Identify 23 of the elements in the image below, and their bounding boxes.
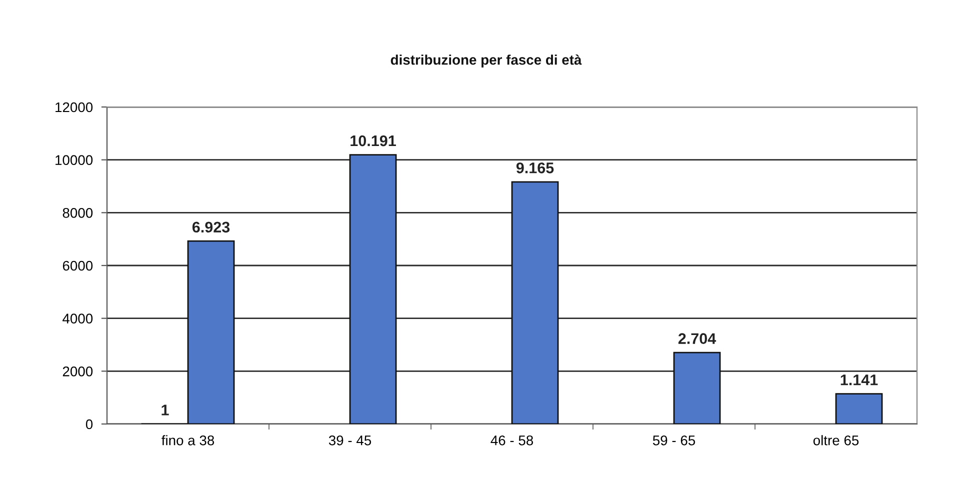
chart-title: distribuzione per fasce di età xyxy=(390,54,582,68)
y-tick-label: 8000 xyxy=(62,208,93,218)
y-tick-label: 12000 xyxy=(56,102,93,112)
data-label: 1.141 xyxy=(840,374,878,386)
data-label: 2.704 xyxy=(678,333,716,344)
bar xyxy=(673,352,721,424)
y-tick-label: 6000 xyxy=(62,260,93,271)
bar xyxy=(511,181,559,424)
y-tick-label: 2000 xyxy=(62,366,93,376)
data-label: 1 xyxy=(162,404,169,416)
y-tick-label: 10000 xyxy=(56,155,93,166)
y-tick-label: 4000 xyxy=(62,314,93,324)
x-tick-label: 46 - 58 xyxy=(490,435,534,446)
x-tick-label: 39 - 45 xyxy=(328,435,372,446)
bar xyxy=(835,393,883,424)
x-tick-label: 59 - 65 xyxy=(652,435,696,446)
bar xyxy=(349,154,397,424)
x-tick-label: fino a 38 xyxy=(162,435,214,446)
data-label: 10.191 xyxy=(350,135,396,146)
y-tick-label: 0 xyxy=(86,419,93,430)
data-label: 9.165 xyxy=(516,162,554,174)
x-tick-label: oltre 65 xyxy=(813,435,859,446)
data-label: 6.923 xyxy=(192,222,230,233)
